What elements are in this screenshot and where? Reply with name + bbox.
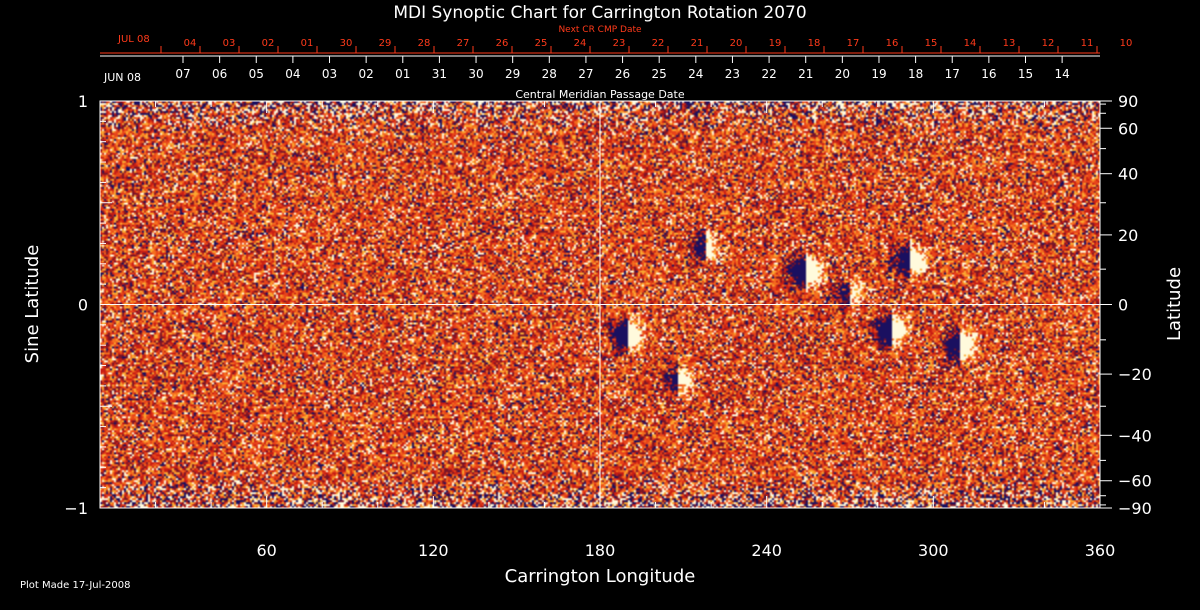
- y-tick-label-right: 20: [1118, 226, 1138, 245]
- next-cr-date-label: 18: [808, 38, 821, 49]
- x-tick-label: 300: [918, 541, 949, 560]
- cmp-date-label: 22: [761, 67, 776, 81]
- y-tick-label-right: −20: [1118, 365, 1152, 384]
- next-cr-date-label: 13: [1003, 38, 1016, 49]
- cmp-date-label: 14: [1054, 67, 1069, 81]
- next-cr-date-label: 21: [691, 38, 704, 49]
- cmp-axis-label: Central Meridian Passage Date: [515, 88, 684, 101]
- cmp-date-label: 03: [322, 67, 337, 81]
- y-tick-label-left: 1: [78, 92, 88, 111]
- cmp-date-label: 27: [578, 67, 593, 81]
- chart-title: MDI Synoptic Chart for Carrington Rotati…: [393, 3, 806, 23]
- y-tick-label-right: 90: [1118, 92, 1138, 111]
- next-cr-date-label: 20: [730, 38, 743, 49]
- next-cr-date-label: 14: [964, 38, 977, 49]
- y-tick-label-right: 40: [1118, 165, 1138, 184]
- cmp-date-label: 02: [359, 67, 374, 81]
- cmp-date-label: 17: [945, 67, 960, 81]
- next-cr-date-label: 25: [535, 38, 548, 49]
- next-cr-date-label: 23: [613, 38, 626, 49]
- next-cr-date-label: 29: [379, 38, 392, 49]
- next-cr-date-label: 28: [418, 38, 431, 49]
- x-tick-label: 240: [751, 541, 782, 560]
- x-axis: 60 120 180 240 300 360: [99, 101, 1116, 560]
- next-cr-axis-label: Next CR CMP Date: [558, 25, 642, 35]
- x-tick-label: 360: [1085, 541, 1116, 560]
- next-cr-month-label: JUL 08: [117, 34, 150, 45]
- y-tick-label-left: 0: [78, 296, 88, 315]
- y-axis-left: 1 0 −1: [64, 92, 112, 518]
- x-tick-label: 120: [418, 541, 449, 560]
- y-tick-label-right: 60: [1118, 119, 1138, 138]
- next-cr-date-label: 27: [457, 38, 470, 49]
- next-cr-date-label: 03: [223, 38, 236, 49]
- next-cr-date-label: 15: [925, 38, 938, 49]
- plot-area: [99, 100, 1101, 509]
- cmp-date-label: 29: [505, 67, 520, 81]
- x-axis-label: Carrington Longitude: [505, 566, 696, 587]
- next-cr-date-axis: 04 03 02 01 30 29 28 27 26 25 24 23 22 21 20 19 18 17 16 15…: [100, 38, 1133, 54]
- next-cr-date-label: 04: [184, 38, 197, 49]
- cmp-date-label: 19: [871, 67, 886, 81]
- cmp-date-label: 23: [725, 67, 740, 81]
- y-tick-label-right: 0: [1118, 296, 1128, 315]
- next-cr-date-label: 12: [1042, 38, 1055, 49]
- next-cr-date-label: 10: [1120, 38, 1133, 49]
- y-tick-label-right: −60: [1118, 472, 1152, 491]
- cmp-date-label: 20: [835, 67, 850, 81]
- next-cr-date-label: 22: [652, 38, 665, 49]
- y-axis-right-label: Latitude: [1164, 267, 1185, 341]
- cmp-date-label: 28: [542, 67, 557, 81]
- cmp-date-label: 25: [652, 67, 667, 81]
- next-cr-date-label: 26: [496, 38, 509, 49]
- y-tick-label-right: −40: [1118, 426, 1152, 445]
- y-tick-label-left: −1: [64, 499, 88, 518]
- plot-made-footer: Plot Made 17-Jul-2008: [20, 580, 131, 591]
- next-cr-date-label: 19: [769, 38, 782, 49]
- cmp-date-label: 16: [981, 67, 996, 81]
- cmp-date-label: 26: [615, 67, 630, 81]
- y-axis-right: 90 60 40 20 0 −20 −40 −60 −90: [1100, 92, 1152, 518]
- next-cr-date-label: 16: [886, 38, 899, 49]
- next-cr-date-label: 11: [1081, 38, 1094, 49]
- next-cr-date-label: 24: [574, 38, 587, 49]
- y-axis-left-label: Sine Latitude: [22, 245, 43, 364]
- cmp-date-label: 30: [468, 67, 483, 81]
- cmp-date-axis: 07 06 05 04 03 02 01 31 30 29 28 27 26 25 24 23 22 21 20 19…: [100, 55, 1100, 81]
- cmp-date-label: 05: [249, 67, 264, 81]
- next-cr-date-label: 01: [301, 38, 314, 49]
- cmp-date-label: 24: [688, 67, 703, 81]
- next-cr-date-label: 30: [340, 38, 353, 49]
- next-cr-date-label: 02: [262, 38, 275, 49]
- cmp-date-label: 15: [1018, 67, 1033, 81]
- cmp-date-label: 04: [285, 67, 300, 81]
- x-tick-label: 180: [585, 541, 616, 560]
- y-tick-label-right: −90: [1118, 499, 1152, 518]
- cmp-date-label: 21: [798, 67, 813, 81]
- cmp-date-label: 01: [395, 67, 410, 81]
- cmp-month-label: JUN 08: [103, 71, 141, 84]
- x-tick-label: 60: [256, 541, 276, 560]
- cmp-date-label: 31: [432, 67, 447, 81]
- cmp-date-label: 06: [212, 67, 227, 81]
- cmp-date-label: 07: [175, 67, 190, 81]
- cmp-date-label: 18: [908, 67, 923, 81]
- next-cr-date-label: 17: [847, 38, 860, 49]
